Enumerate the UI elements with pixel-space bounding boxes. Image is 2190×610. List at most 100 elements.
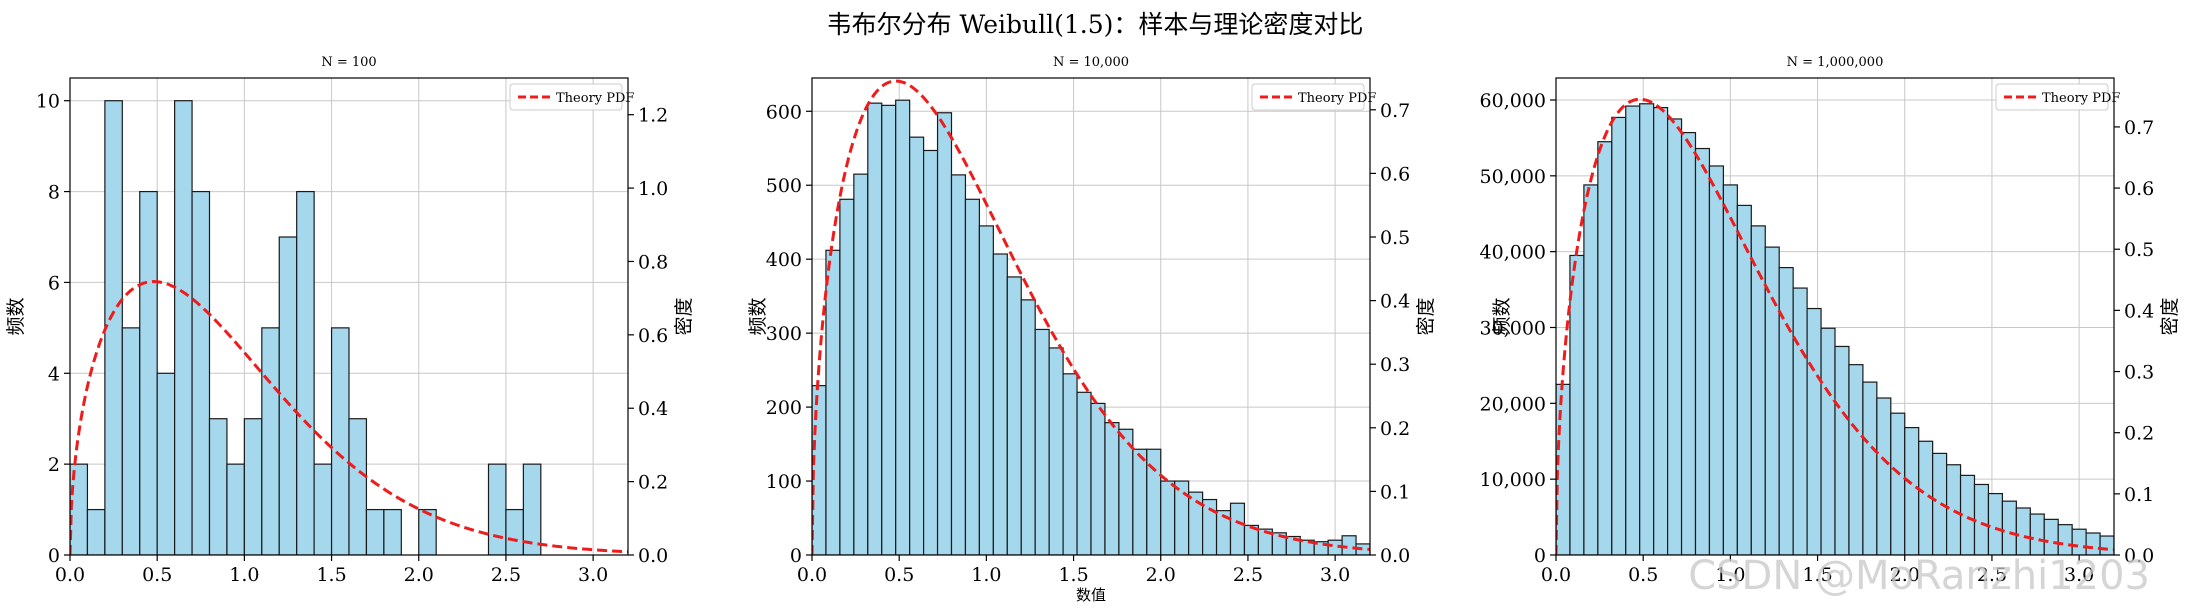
- axes-frame: [69, 77, 629, 556]
- histogram-bar: [487, 463, 507, 555]
- y-tick-label: 0: [48, 545, 60, 567]
- histogram-bar: [1876, 397, 1892, 555]
- histogram-bar: [1890, 412, 1906, 555]
- histogram-bar: [243, 418, 263, 555]
- histogram-bar: [104, 100, 123, 555]
- axes-frame: [811, 77, 1371, 556]
- x-tick-label: 2.5: [491, 564, 521, 586]
- histogram-bar: [1848, 364, 1864, 555]
- histogram-bar: [1736, 204, 1752, 555]
- histogram-bar: [1611, 116, 1627, 555]
- y-tick-label: 200: [766, 397, 802, 419]
- histogram-bar: [1132, 448, 1148, 555]
- legend: Theory PDF: [509, 83, 634, 111]
- y-tick-label: 10,000: [1480, 469, 1546, 491]
- histogram-bar: [1708, 165, 1724, 555]
- x-tick-label: 2.0: [1890, 564, 1920, 586]
- y-tick-label: 30,000: [1480, 317, 1546, 339]
- histogram-bars: [1556, 103, 2114, 555]
- histogram-bar: [278, 236, 298, 555]
- theory-pdf-line: [812, 79, 1370, 555]
- x-tick-label: 2.5: [1977, 564, 2007, 586]
- histogram-bar: [895, 99, 911, 555]
- histogram-bar: [1792, 287, 1808, 555]
- histogram-bar: [1653, 106, 1669, 555]
- legend-box: [509, 83, 623, 111]
- y-tick-label: 4: [48, 363, 60, 385]
- histogram-bar: [313, 463, 333, 555]
- histogram-bar: [978, 225, 994, 555]
- histogram-bar: [867, 102, 883, 555]
- theory-pdf-line: [1556, 97, 2114, 555]
- y-tick-label: 8: [48, 182, 60, 204]
- histogram-bar: [950, 174, 967, 555]
- y2-tick-label: 0.0: [638, 545, 668, 567]
- histogram-bar: [330, 327, 350, 555]
- subplot-title: N = 1,000,000: [1787, 55, 1884, 70]
- histogram-bar: [825, 249, 841, 555]
- y2-tick-label: 0.1: [2124, 484, 2154, 506]
- watermark: CSDN @MoRanzhi1203: [1688, 553, 2150, 599]
- histogram-bar: [936, 112, 953, 555]
- x-axis-label: 数值: [1076, 586, 1106, 604]
- x-tick-label: 3.0: [1320, 564, 1350, 586]
- y2-tick-label: 0.4: [638, 398, 668, 420]
- subplot-1: 0.0 0.5 1.0 1.5 2.0 2.5 3.0 0 2 4 6 8 10 0.0 0.2 0.4 0.6…: [5, 55, 695, 586]
- y-tick-label: 60,000: [1480, 90, 1546, 112]
- histogram-bar: [1583, 184, 1599, 555]
- x-tick-label: 0.5: [1628, 564, 1658, 586]
- histogram-bar: [1862, 381, 1878, 555]
- histogram-bar: [121, 327, 141, 555]
- y2-tick-label: 0.7: [2124, 117, 2154, 139]
- x-tick-label: 1.0: [971, 564, 1001, 586]
- histogram-bar: [1556, 383, 1571, 555]
- x-tick-label: 0.5: [142, 564, 172, 586]
- histogram-bar: [992, 253, 1008, 555]
- y2-axis-label: 密度: [2159, 297, 2181, 335]
- histogram-bar: [2001, 500, 2017, 555]
- histogram-bar: [1959, 474, 1976, 555]
- y2-tick-label: 1.0: [638, 178, 668, 200]
- y-axis-label: 频数: [747, 297, 769, 335]
- x-tick-label: 0.5: [884, 564, 914, 586]
- histogram-bar: [365, 508, 385, 555]
- histogram-bar: [1820, 327, 1836, 555]
- histogram-bar: [909, 136, 925, 555]
- histogram-bar: [1006, 276, 1022, 555]
- x-tick-label: 3.0: [2064, 564, 2094, 586]
- y2-tick-label: 0.6: [2124, 178, 2154, 200]
- histogram-bar: [1229, 502, 1246, 555]
- legend: Theory PDF: [1995, 83, 2120, 111]
- x-tick-label: 0.0: [55, 564, 85, 586]
- x-tick-label: 2.5: [1233, 564, 1263, 586]
- histogram-bar: [1764, 246, 1780, 555]
- subplot-2: 0.0 0.5 1.0 1.5 2.0 2.5 3.0 0 100 200 300 400 500 600…: [747, 55, 1437, 604]
- theory-pdf-line: [70, 280, 628, 555]
- y-tick-label: 400: [766, 249, 802, 271]
- y2-tick-label: 0.4: [1380, 291, 1410, 313]
- figure-title: 韦布尔分布 Weibull(1.5)：样本与理论密度对比: [827, 10, 1364, 39]
- y2-tick-label: 0.0: [2124, 545, 2154, 567]
- legend-box: [1995, 83, 2109, 111]
- histogram-bar: [261, 327, 280, 555]
- y-tick-label: 100: [766, 471, 802, 493]
- subplot-title: N = 10,000: [1053, 55, 1129, 70]
- histogram-bar: [1020, 299, 1036, 555]
- y2-tick-label: 0.0: [1380, 545, 1410, 567]
- x-tick-label: 1.0: [1715, 564, 1745, 586]
- histogram-bar: [86, 508, 106, 555]
- y2-tick-label: 0.2: [1380, 418, 1410, 440]
- legend-label: Theory PDF: [1298, 91, 1376, 106]
- y-axis-label: 频数: [1491, 297, 1513, 335]
- histogram-bar: [1062, 373, 1078, 555]
- legend-label: Theory PDF: [556, 91, 634, 106]
- histogram-bar: [174, 100, 193, 555]
- y2-tick-label: 0.4: [2124, 300, 2154, 322]
- y-tick-label: 300: [766, 323, 802, 345]
- histogram-bar: [964, 198, 981, 555]
- histogram-bar: [1987, 492, 2003, 555]
- histogram-bar: [383, 508, 402, 555]
- histogram-bar: [1945, 464, 1962, 555]
- histogram-bar: [1104, 422, 1120, 555]
- y2-tick-label: 0.1: [1380, 481, 1410, 503]
